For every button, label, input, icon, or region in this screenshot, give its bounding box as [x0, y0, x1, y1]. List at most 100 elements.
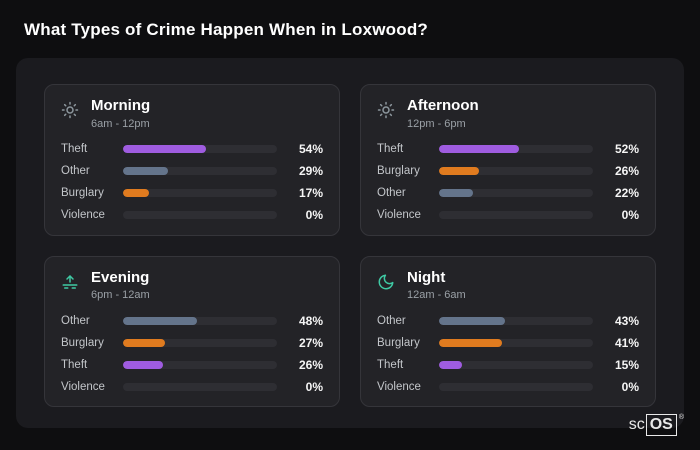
crime-category-label: Theft: [377, 358, 404, 371]
crime-category-label: Violence: [377, 380, 421, 393]
panel-title: Night: [407, 268, 446, 286]
crime-percent-label: 54%: [298, 142, 323, 156]
crime-rows: Other 43% Burglary 41% Theft 15% Violence 0%: [377, 313, 639, 394]
bar-track: [439, 382, 593, 391]
panel-subtitle: 6am - 12pm: [91, 117, 150, 130]
crime-row: Other 29%: [61, 164, 323, 178]
bar-track: [123, 360, 277, 369]
crime-row: Other 22%: [377, 186, 639, 200]
bar-track: [123, 316, 277, 325]
registered-mark: ®: [678, 414, 684, 421]
crime-category-label: Violence: [61, 380, 105, 393]
crime-category-label: Burglary: [377, 336, 420, 349]
bar-track: [123, 145, 277, 153]
panel-title: Afternoon: [407, 97, 479, 114]
crime-row: Violence 0%: [61, 208, 323, 222]
crime-rows: Theft 54% Other 29% Burglary 17% Violence 0%: [61, 142, 323, 222]
panel-morning: Morning 6am - 12pm Theft 54% Other 29% Burgl…: [44, 84, 340, 236]
crime-row: Burglary 27%: [61, 335, 323, 350]
crime-percent-label: 48%: [298, 313, 323, 328]
crime-percent-label: 22%: [614, 186, 639, 200]
panel-header: Night 12am - 6am: [377, 268, 639, 301]
bar-track: [123, 167, 277, 175]
panel-header-text: Afternoon 12pm - 6pm: [407, 97, 479, 130]
crime-rows: Other 48% Burglary 27% Theft 26% Violence 0%: [61, 313, 323, 394]
panel-header-text: Night 12am - 6am: [407, 268, 466, 301]
crime-category-label: Burglary: [61, 336, 104, 349]
crime-time-board: Morning 6am - 12pm Theft 54% Other 29% Burgl…: [16, 58, 684, 428]
crime-percent-label: 0%: [621, 379, 639, 394]
page-title: What Types of Crime Happen When in Loxwo…: [24, 20, 429, 39]
panel-header-text: Evening 6pm - 12am: [91, 268, 150, 301]
bar-track: [439, 360, 593, 369]
crime-category-label: Burglary: [61, 187, 104, 199]
crime-row: Other 43%: [377, 313, 639, 328]
bar-fill: [439, 316, 506, 325]
bar-fill: [439, 338, 503, 347]
bar-fill: [123, 145, 207, 153]
bar-fill: [123, 316, 197, 325]
bar-track: [439, 316, 593, 325]
crime-percent-label: 41%: [614, 335, 639, 350]
panel-header: Afternoon 12pm - 6pm: [377, 97, 639, 130]
crime-row: Theft 26%: [61, 357, 323, 372]
panel-night: Night 12am - 6am Other 43% Burglary 41% Thef…: [360, 255, 656, 407]
sun-icon: [61, 98, 81, 119]
bar-fill: [439, 145, 520, 153]
panel-header-text: Morning 6am - 12pm: [91, 97, 151, 130]
crime-row: Violence 0%: [377, 379, 639, 394]
scos-logo-prefix: sc: [628, 416, 645, 433]
panel-title: Morning: [91, 97, 151, 114]
crime-category-label: Violence: [61, 209, 105, 221]
crime-row: Burglary 26%: [377, 164, 639, 178]
sunset-icon: [61, 270, 81, 291]
bar-track: [439, 167, 593, 175]
panel-afternoon: Afternoon 12pm - 6pm Theft 52% Burglary 26%…: [360, 84, 656, 236]
crime-category-label: Violence: [377, 209, 421, 221]
crime-category-label: Theft: [61, 143, 88, 155]
panel-subtitle: 6pm - 12am: [91, 289, 150, 301]
panel-subtitle: 12pm - 6pm: [407, 117, 466, 130]
scos-logo: sc OS ®: [629, 414, 684, 436]
bar-fill: [439, 360, 463, 369]
crime-row: Theft 52%: [377, 142, 639, 156]
bar-track: [439, 145, 593, 153]
crime-category-label: Theft: [61, 358, 88, 371]
crime-percent-label: 17%: [298, 186, 323, 200]
crime-percent-label: 26%: [614, 164, 639, 178]
crime-row: Theft 15%: [377, 357, 639, 372]
crime-percent-label: 0%: [305, 208, 323, 222]
bar-track: [439, 211, 593, 219]
bar-fill: [123, 360, 164, 369]
crime-category-label: Burglary: [377, 165, 420, 177]
crime-percent-label: 52%: [614, 142, 639, 156]
crime-category-label: Other: [61, 314, 90, 327]
scos-logo-suffix: OS: [645, 414, 677, 436]
crime-percent-label: 0%: [621, 208, 639, 222]
panel-title: Evening: [91, 268, 150, 286]
panel-header: Evening 6pm - 12am: [61, 268, 323, 301]
bar-fill: [123, 189, 150, 197]
crime-row: Theft 54%: [61, 142, 323, 156]
bar-fill: [123, 338, 165, 347]
crime-row: Burglary 41%: [377, 335, 639, 350]
bar-fill: [439, 189, 473, 197]
bar-track: [439, 189, 593, 197]
panel-evening: Evening 6pm - 12am Other 48% Burglary 27% Th…: [44, 255, 340, 407]
crime-category-label: Other: [377, 187, 406, 199]
bar-fill: [123, 167, 168, 175]
panel-header: Morning 6am - 12pm: [61, 97, 323, 130]
moon-icon: [377, 270, 397, 291]
crime-category-label: Other: [61, 165, 90, 177]
crime-percent-label: 27%: [298, 335, 323, 350]
bar-track: [123, 338, 277, 347]
panel-subtitle: 12am - 6am: [407, 289, 466, 301]
crime-row: Burglary 17%: [61, 186, 323, 200]
crime-percent-label: 15%: [614, 357, 639, 372]
crime-percent-label: 26%: [298, 357, 323, 372]
sun-icon: [377, 98, 397, 119]
crime-rows: Theft 52% Burglary 26% Other 22% Violence 0%: [377, 142, 639, 222]
crime-percent-label: 43%: [614, 313, 639, 328]
crime-category-label: Other: [377, 314, 406, 327]
bar-track: [123, 211, 277, 219]
